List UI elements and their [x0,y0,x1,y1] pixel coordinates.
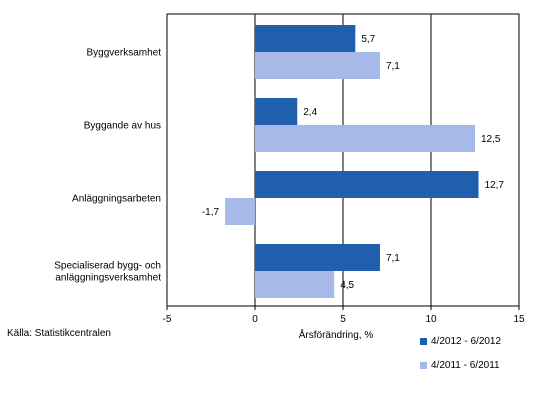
legend-label-2012: 4/2012 - 6/2012 [431,336,502,347]
bar [255,125,475,152]
data-label: 7,1 [386,253,400,264]
bar [255,171,479,198]
category-label: Byggverksamhet [87,48,162,59]
legend-swatch-2012 [420,338,427,345]
data-label: 7,1 [386,61,400,72]
x-tick-label: 10 [425,314,437,325]
category-label: anläggningsverksamhet [55,273,161,284]
legend-item-2011: 4/2011 - 6/2011 [420,360,500,371]
bar [255,52,380,79]
category-label: Byggande av hus [84,121,161,132]
bar [225,198,255,225]
x-tick-label: 15 [513,314,525,325]
legend-item-2012: 4/2012 - 6/2012 [420,336,501,347]
bar [255,271,335,298]
value-labels: 5,7 7,1 2,4 12,5 12,7 -1,7 7,1 4,5 [202,34,505,291]
data-label: -1,7 [202,207,220,218]
x-tick-label: -5 [163,314,172,325]
x-axis-ticks: -5 0 5 10 15 [163,306,525,325]
data-label: 12,5 [481,134,501,145]
x-tick-label: 0 [252,314,258,325]
category-label: Anläggningsarbeten [72,194,161,205]
bar [255,25,356,52]
data-label: 2,4 [303,107,317,118]
source-note: Källa: Statistikcentralen [7,328,111,339]
bars [225,25,479,298]
legend-swatch-2011 [420,362,427,369]
data-label: 12,7 [485,180,505,191]
data-label: 4,5 [340,280,354,291]
data-label: 5,7 [361,34,375,45]
bar [255,244,380,271]
legend-label-2011: 4/2011 - 6/2011 [431,360,500,371]
x-tick-label: 5 [340,314,346,325]
x-axis-label: Årsförändring, % [299,328,374,341]
category-label: Specialiserad bygg- och [54,261,161,272]
bar [255,98,298,125]
category-labels: Byggverksamhet Byggande av hus Anläggnings… [54,48,161,284]
